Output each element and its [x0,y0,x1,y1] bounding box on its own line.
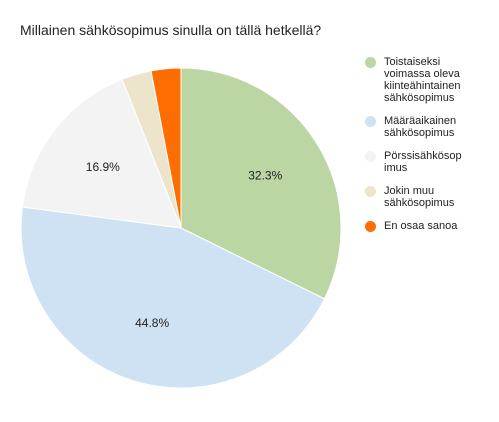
legend-item-0: Toistaiseksi voimassa oleva kiinteähinta… [365,56,495,104]
legend-item-1: Määräaikainen sähkösopimus [365,115,495,139]
legend-label: Määräaikainen sähkösopimus [384,115,457,139]
legend-item-4: En osaa sanoa [365,220,495,232]
data-label-1: 44.8% [135,316,169,330]
pie-slice-4 [150,67,182,229]
legend-label: Jokin muu sähkösopimus [384,185,455,209]
legend-item-3: Jokin muu sähkösopimus [365,185,495,209]
legend-label: En osaa sanoa [384,220,458,232]
legend-swatch [365,186,376,197]
legend-label: Pörssisähkösop imus [384,150,462,174]
legend-item-2: Pörssisähkösop imus [365,150,495,174]
pie-data-labels: 32.3% 44.8% 16.9% [86,160,283,330]
legend: Toistaiseksi voimassa oleva kiinteähinta… [365,56,495,243]
data-label-0: 32.3% [248,169,282,183]
legend-swatch [365,57,376,68]
pie-slice-2 [21,78,182,229]
legend-swatch [365,151,376,162]
pie-slice-1 [20,206,326,389]
legend-swatch [365,116,376,127]
chart-title: Millainen sähkösopimus sinulla on tällä … [20,22,322,38]
pie-slices [20,67,342,389]
legend-label: Toistaiseksi voimassa oleva kiinteähinta… [384,56,461,104]
legend-swatch [365,221,376,232]
data-label-2: 16.9% [86,160,120,174]
pie-slice-0 [180,67,342,300]
